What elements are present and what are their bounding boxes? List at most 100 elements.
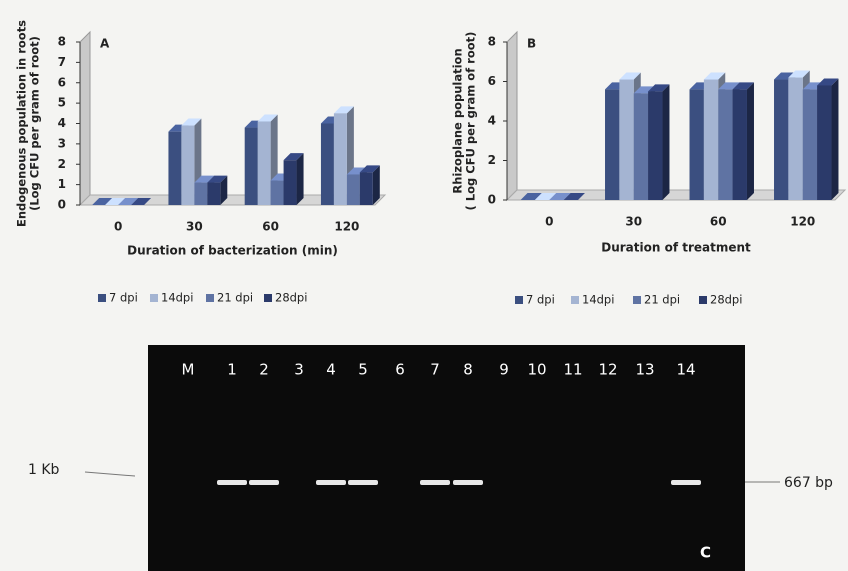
lane-label: 8 — [463, 361, 473, 379]
y-axis-label: Rhizoplane population — [451, 48, 465, 193]
marker-label: 1 Kb — [28, 462, 60, 478]
y-tick-label: 8 — [58, 35, 66, 49]
bar-side — [297, 153, 304, 205]
marker-arrow — [85, 472, 135, 476]
legend-label: 21 dpi — [644, 293, 680, 307]
x-tick-label: 120 — [790, 215, 815, 229]
lane-label: 11 — [563, 361, 582, 379]
y-axis-label: (Log CFU per gram of root) — [28, 36, 42, 211]
bar-side — [747, 82, 754, 200]
dna-band — [348, 480, 378, 485]
lane-label: 6 — [395, 361, 405, 379]
y-tick-label: 1 — [58, 177, 66, 191]
lane-label: 13 — [635, 361, 654, 379]
bar — [334, 113, 347, 205]
x-tick-label: 30 — [625, 215, 642, 229]
legend-swatch — [571, 296, 579, 304]
legend-label: 28dpi — [275, 291, 307, 305]
y-tick-label: 6 — [58, 75, 66, 89]
y-tick-label: 6 — [488, 74, 496, 88]
y-tick-label: 4 — [488, 114, 496, 128]
bar — [347, 174, 360, 205]
lane-label: 10 — [527, 361, 546, 379]
y-tick-label: 0 — [58, 198, 66, 212]
x-tick-label: 0 — [545, 215, 553, 229]
x-tick-label: 60 — [262, 220, 279, 234]
lane-label: M — [182, 361, 195, 379]
bar — [360, 172, 373, 205]
back-wall — [507, 32, 517, 200]
bar — [258, 121, 271, 205]
dna-band — [671, 480, 701, 485]
bar — [648, 91, 662, 200]
legend-swatch — [633, 296, 641, 304]
bar — [207, 183, 220, 205]
lane-label: 9 — [499, 361, 509, 379]
band-label: 667 bp — [784, 475, 833, 491]
figure: C M1234567891011121314 1 Kb 667 bp A0123… — [0, 0, 848, 571]
y-tick-label: 0 — [488, 193, 496, 207]
lane-label: 7 — [430, 361, 440, 379]
y-tick-label: 3 — [58, 136, 66, 150]
lane-label: 12 — [598, 361, 617, 379]
lane-label: 2 — [259, 361, 269, 379]
x-tick-label: 0 — [114, 220, 122, 234]
x-axis-label: Duration of treatment — [601, 241, 751, 255]
y-tick-label: 2 — [58, 157, 66, 171]
lane-label: 5 — [358, 361, 368, 379]
bar-side — [831, 78, 838, 200]
y-tick-label: 2 — [488, 153, 496, 167]
lane-label: 4 — [326, 361, 336, 379]
dna-band — [316, 480, 346, 485]
y-axis-label: Endogenous population in roots — [15, 20, 29, 227]
bar — [168, 132, 181, 205]
dna-band — [420, 480, 450, 485]
x-axis-label: Duration of bacterization (min) — [127, 244, 338, 258]
dna-band — [217, 480, 247, 485]
bar — [704, 80, 718, 200]
dna-band — [249, 480, 279, 485]
legend-label: 7 dpi — [109, 291, 138, 305]
y-tick-label: 4 — [58, 116, 66, 130]
gel-background — [148, 345, 745, 571]
bar — [803, 89, 817, 200]
legend-swatch — [264, 294, 272, 302]
legend-swatch — [150, 294, 158, 302]
panel-label: A — [100, 37, 110, 51]
x-tick-label: 60 — [710, 215, 727, 229]
legend-swatch — [206, 294, 214, 302]
bar — [194, 183, 207, 205]
bar — [733, 89, 747, 200]
legend-swatch — [699, 296, 707, 304]
y-tick-label: 8 — [488, 35, 496, 49]
legend-label: 14dpi — [161, 291, 193, 305]
panel-label: C — [700, 544, 711, 562]
bar — [634, 93, 648, 200]
y-axis-label: ( Log CFU per gram of root) — [464, 32, 478, 211]
legend-label: 28dpi — [710, 293, 742, 307]
bar — [321, 124, 334, 206]
bar — [245, 128, 258, 205]
bar — [181, 126, 194, 205]
x-tick-label: 120 — [334, 220, 359, 234]
y-tick-label: 5 — [58, 96, 66, 110]
lane-label: 14 — [676, 361, 695, 379]
lane-label: 3 — [294, 361, 304, 379]
legend-label: 7 dpi — [526, 293, 555, 307]
panel-label: B — [527, 37, 536, 51]
dna-band — [453, 480, 483, 485]
legend-label: 14dpi — [582, 293, 614, 307]
legend-label: 21 dpi — [217, 291, 253, 305]
bar — [619, 80, 633, 200]
bar — [788, 78, 802, 200]
legend-swatch — [98, 294, 106, 302]
page: C M1234567891011121314 1 Kb 667 bp A0123… — [0, 0, 848, 571]
bar — [690, 89, 704, 200]
bar-side — [662, 84, 669, 200]
bar — [718, 89, 732, 200]
bar — [284, 160, 297, 205]
bar — [817, 85, 831, 200]
bar — [271, 181, 284, 205]
y-tick-label: 7 — [58, 55, 66, 69]
